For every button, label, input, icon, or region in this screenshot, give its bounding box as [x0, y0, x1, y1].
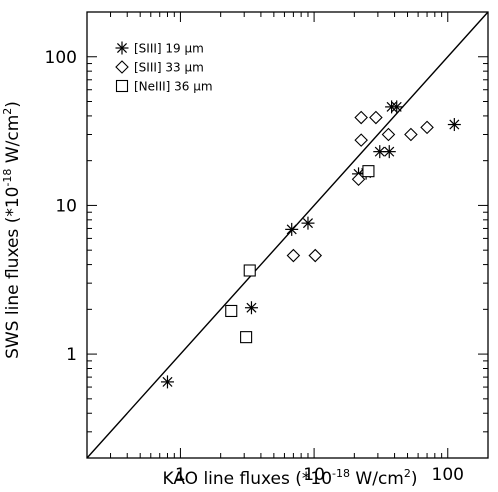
legend-marker-diamond	[115, 60, 129, 74]
y-tick-label: 1	[66, 345, 77, 365]
data-point-asterisk	[447, 118, 461, 132]
legend-marker-asterisk	[115, 41, 129, 55]
data-point-diamond	[308, 248, 323, 263]
data-point-asterisk	[390, 100, 404, 114]
data-point-square	[243, 264, 256, 277]
data-point-square	[362, 165, 375, 178]
x-tick-label: 10	[303, 465, 325, 485]
legend-item: [SIII] 19 μm	[115, 41, 204, 56]
legend-label: [NeIII] 36 μm	[134, 80, 213, 94]
y-tick-label: 10	[55, 196, 77, 216]
legend: [SIII] 19 μm [SIII] 33 μm [NeIII] 36 μm	[115, 41, 213, 94]
data-point-diamond	[381, 127, 396, 142]
data-point-diamond	[354, 133, 368, 147]
legend-label: [SIII] 33 μm	[134, 61, 204, 75]
series-square	[225, 165, 375, 344]
legend-item: [NeIII] 36 μm	[115, 79, 213, 94]
data-point-asterisk	[301, 216, 315, 230]
legend-label: [SIII] 19 μm	[134, 42, 204, 56]
data-point-diamond	[351, 172, 366, 187]
data-point-square	[240, 331, 253, 344]
x-tick-label: 1	[175, 465, 186, 485]
y-axis-title: SWS line fluxes (*10-18 W/cm2)	[1, 101, 23, 359]
y-tick-label: 100	[45, 48, 77, 68]
data-point-asterisk	[285, 222, 299, 236]
reference-line-y-equals-x	[86, 11, 489, 459]
plot-area	[86, 11, 489, 459]
data-point-diamond	[404, 127, 418, 142]
data-points	[160, 100, 461, 389]
data-point-diamond	[369, 110, 383, 125]
axis-ticks: 1 10 100 1 10 100	[45, 11, 489, 485]
x-tick-label: 100	[432, 465, 464, 485]
legend-marker-square	[115, 79, 129, 93]
series-diamond	[286, 110, 434, 263]
data-point-asterisk	[382, 145, 396, 159]
data-point-diamond	[354, 110, 368, 125]
data-point-asterisk	[160, 375, 174, 389]
x-axis-title: KAO line fluxes (*10-18 W/cm2)	[162, 467, 417, 489]
data-point-asterisk	[244, 301, 258, 315]
plot-frame	[86, 11, 489, 459]
legend-item: [SIII] 33 μm	[115, 60, 204, 75]
series-asterisk	[160, 100, 461, 389]
data-point-square	[225, 304, 238, 318]
reference-line-group	[86, 11, 489, 459]
data-point-diamond	[420, 120, 434, 135]
data-point-diamond	[286, 248, 301, 263]
